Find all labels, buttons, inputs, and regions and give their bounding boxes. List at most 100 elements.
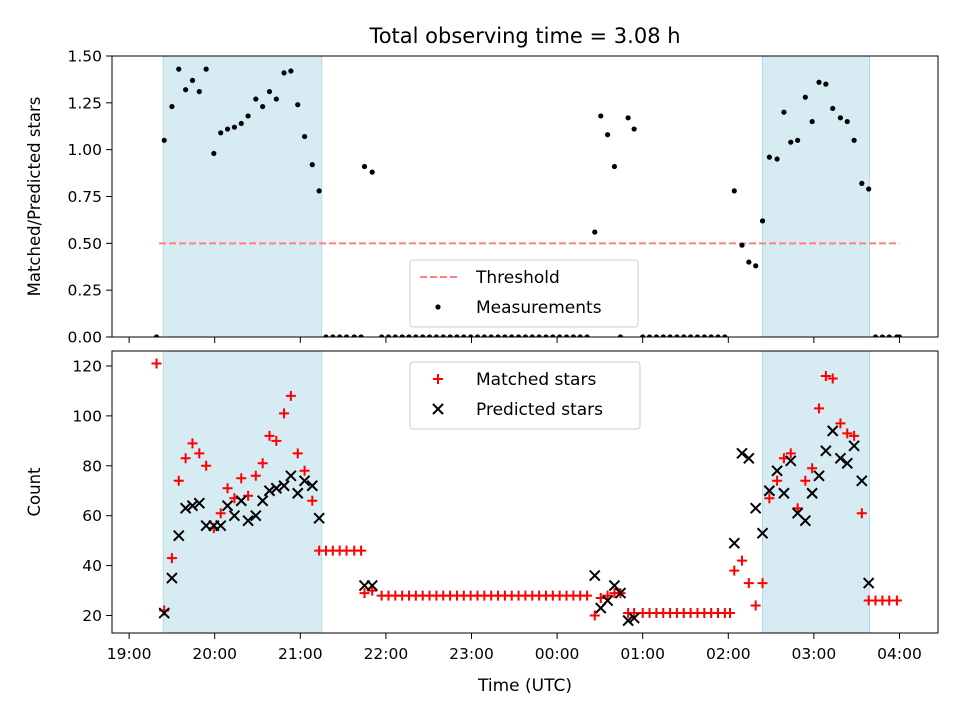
measurement-point — [343, 334, 350, 337]
predicted-stars-point — [179, 502, 192, 514]
measurement-point — [809, 118, 815, 125]
measurement-point — [461, 334, 467, 337]
measurement-point — [592, 229, 598, 235]
matched-stars-point — [359, 588, 370, 599]
predicted-stars-point — [728, 537, 740, 549]
predicted-stars-point — [589, 569, 601, 582]
matched-stars-point — [250, 470, 261, 481]
measurement-point — [653, 334, 659, 337]
measurement-point — [169, 103, 175, 110]
predicted-stars-point — [306, 480, 319, 492]
y-axis-label: Matched/Predicted stars — [25, 97, 44, 297]
measurement-point — [385, 334, 392, 337]
matched-stars-point — [243, 490, 254, 501]
legend-measurement-swatch — [435, 304, 441, 310]
measurement-point — [379, 334, 385, 337]
measurement-point — [577, 334, 583, 337]
matched-stars-point — [849, 430, 860, 441]
measurement-point — [646, 334, 653, 337]
observing-interval-band — [162, 56, 323, 337]
measurement-point — [211, 150, 217, 157]
predicted-stars-point — [366, 579, 378, 592]
top-panel: 0.00 0.25 0.50 0.75 1.00 1.25 1.50 Matched/Pred… — [25, 48, 939, 347]
bottom-panel: 20 40 60 80 100 120 19:00 20:00 21:00 22:00 23:00 0… — [25, 350, 939, 663]
measurement-point — [739, 242, 745, 248]
measurement-point — [529, 334, 535, 337]
legend-label: Matched stars — [476, 370, 596, 390]
measurement-point — [536, 334, 542, 337]
measurement-point — [330, 334, 336, 337]
measurement-point — [189, 77, 196, 83]
matched-stars-point — [166, 553, 177, 564]
measurement-point — [323, 334, 329, 337]
measurement-point — [522, 334, 529, 337]
measurement-point — [557, 334, 563, 337]
measurement-point — [543, 334, 549, 337]
matched-stars-point — [292, 448, 303, 459]
predicted-stars-point — [806, 487, 818, 499]
predicted-stars-point — [813, 470, 825, 482]
x-tick-label: 02:00 — [706, 645, 751, 663]
legend-label: Threshold — [475, 268, 560, 288]
measurement-point — [631, 126, 637, 132]
matched-stars-point — [307, 495, 318, 506]
predicted-stars-point — [820, 445, 832, 457]
matched-stars-point — [729, 565, 740, 576]
measurement-point — [715, 334, 721, 337]
measurement-point — [759, 218, 766, 224]
measurement-point — [837, 115, 844, 121]
x-tick-label: 23:00 — [449, 645, 494, 663]
measurement-point — [454, 334, 460, 337]
measurement-point — [830, 105, 836, 112]
measurement-point — [196, 88, 202, 95]
x-axis-label: Time (UTC) — [477, 676, 572, 696]
predicted-stars-point — [173, 529, 185, 542]
predicted-stars-point — [221, 500, 234, 512]
plot-area — [153, 56, 903, 337]
y-tick-label: 0.00 — [67, 329, 102, 347]
axes-frame — [111, 350, 939, 634]
measurement-point — [667, 334, 673, 337]
measurement-point — [694, 334, 701, 337]
predicted-stars-point — [834, 452, 847, 465]
measurement-point — [598, 113, 604, 119]
x-tick-label: 04:00 — [877, 645, 922, 663]
y-axis-label: Count — [25, 467, 44, 517]
measurement-point — [563, 334, 570, 337]
measurement-point — [288, 68, 294, 74]
measurement-point — [844, 118, 850, 125]
matched-stars-point — [264, 430, 275, 441]
measurement-point — [406, 334, 412, 337]
predicted-stars-point — [749, 502, 762, 514]
matched-stars-point — [856, 508, 867, 519]
measurement-point — [625, 115, 631, 121]
matched-stars-point — [173, 475, 184, 486]
measurement-point — [816, 79, 822, 85]
predicted-stars-point — [285, 470, 297, 482]
measurement-point — [392, 334, 398, 337]
predicted-stars-point — [608, 579, 621, 592]
predicted-stars-point — [313, 512, 325, 524]
measurement-point — [509, 334, 515, 337]
x-tick-label: 22:00 — [364, 645, 409, 663]
measurement-point — [746, 259, 752, 265]
matched-stars-point — [257, 458, 268, 469]
measurement-point — [358, 334, 364, 337]
predicted-stars-point — [270, 482, 283, 494]
predicted-stars-point — [743, 452, 755, 465]
measurement-point — [681, 334, 687, 337]
measurement-point — [495, 334, 501, 337]
matched-stars-point — [800, 475, 811, 486]
measurement-point — [722, 334, 728, 337]
predicted-stars-point — [628, 612, 640, 624]
matched-stars-point — [820, 370, 831, 381]
matched-stars-point — [279, 408, 290, 419]
matched-stars-point — [757, 578, 768, 589]
predicted-stars-point — [193, 497, 206, 509]
measurement-point — [474, 334, 481, 337]
predicted-stars-point — [622, 614, 634, 627]
predicted-stars-point — [848, 440, 860, 452]
measurement-point — [584, 334, 590, 337]
matched-stars-point — [629, 608, 640, 619]
matched-stars-point — [891, 595, 902, 606]
